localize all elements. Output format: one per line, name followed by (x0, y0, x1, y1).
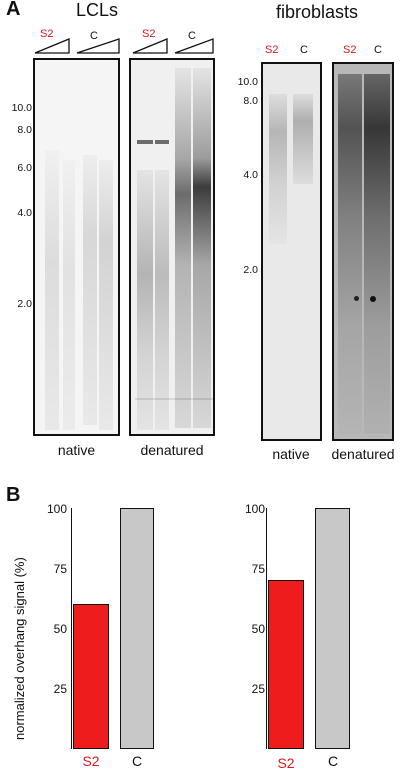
wedge-s2-denatured (132, 38, 168, 54)
lane-label-c-fibro-native: C (300, 44, 308, 56)
wedge-c-native (76, 38, 120, 54)
x-label-s2-right: S2 (277, 755, 295, 771)
lane-label-s2-denatured: S2 (142, 28, 156, 40)
y-tick-50-left: 50 (53, 622, 67, 636)
x-label-c-left: C (131, 753, 143, 769)
mw-marker-fibro-10: 10.0 (237, 76, 258, 88)
mw-marker-lcl-4: 4.0 (17, 207, 32, 219)
x-label-s2-left: S2 (82, 753, 100, 769)
y-tick-100-right: 100 (244, 502, 265, 516)
bar-s2-fibroblasts (268, 580, 304, 749)
mw-marker-fibro-8: 8.0 (243, 95, 258, 107)
panel-b-letter: B (6, 484, 21, 506)
lane-label-c-denatured: C (188, 30, 196, 42)
gel-lcl-denatured (129, 58, 215, 436)
x-label-c-right: C (327, 753, 339, 769)
mw-marker-fibro-4: 4.0 (243, 169, 258, 181)
bar-c-lcl (120, 508, 154, 749)
y-axis-line-right (266, 508, 267, 749)
caption-lcl-native: native (57, 442, 96, 458)
caption-fibro-denatured: denatured (331, 446, 395, 462)
y-axis-label: normalized overhang signal (%) (12, 557, 27, 740)
y-tick-75-right: 75 (251, 562, 265, 576)
lane-label-s2-fibro-native: S2 (265, 44, 279, 56)
mw-marker-lcl-8: 8.0 (17, 124, 32, 136)
bar-c-fibroblasts (315, 508, 350, 749)
y-axis-line-left (71, 508, 72, 749)
bar-s2-lcl (73, 604, 109, 749)
panel-a-letter: A (6, 0, 21, 20)
lcls-title: LCLs (76, 0, 119, 20)
mw-marker-lcl-10: 10.0 (11, 102, 32, 114)
fibroblasts-title: fibroblasts (276, 2, 359, 22)
lane-label-s2-native: S2 (40, 28, 54, 40)
y-tick-25-left: 25 (53, 682, 67, 696)
y-tick-50-right: 50 (251, 622, 265, 636)
lane-label-c-fibro-denatured: C (374, 44, 382, 56)
lane-label-s2-fibro-denatured: S2 (343, 44, 357, 56)
concentration-wedges (34, 38, 214, 54)
y-tick-100-left: 100 (46, 502, 67, 516)
y-tick-25-right: 25 (251, 682, 265, 696)
y-tick-75-left: 75 (53, 562, 67, 576)
mw-marker-fibro-2: 2.0 (243, 264, 258, 276)
mw-marker-lcl-6: 6.0 (17, 162, 32, 174)
gel-fibro-native (261, 62, 322, 441)
gel-fibro-denatured (332, 62, 394, 441)
lane-label-c-native: C (90, 30, 98, 42)
wedge-s2-native (34, 38, 70, 54)
caption-lcl-denatured: denatured (140, 442, 204, 458)
caption-fibro-native: native (272, 446, 310, 462)
gel-lcl-native (33, 58, 120, 436)
wedge-c-denatured (174, 38, 214, 54)
mw-marker-lcl-2: 2.0 (17, 298, 32, 310)
